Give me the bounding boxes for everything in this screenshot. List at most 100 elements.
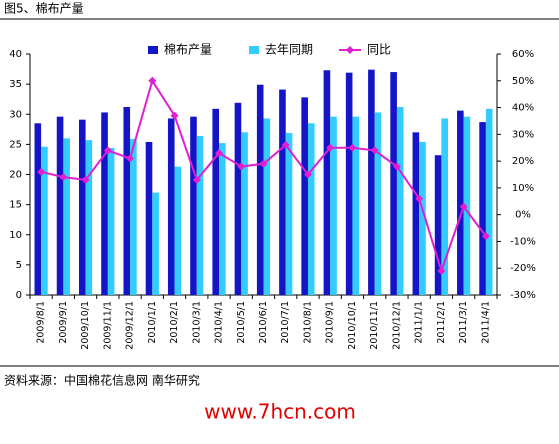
bar — [441, 118, 449, 295]
line-marker — [348, 143, 357, 152]
bar — [330, 116, 337, 295]
y2-tick-label: 0% — [515, 210, 531, 221]
x-tick-label: 2010/12/1 — [391, 301, 402, 350]
y-tick-label: 25 — [9, 139, 22, 150]
bar — [152, 192, 159, 295]
bar — [301, 97, 308, 295]
line-marker — [370, 146, 379, 155]
legend-label: 去年同期 — [265, 43, 313, 57]
bar — [190, 116, 197, 295]
line-marker — [192, 175, 201, 184]
x-tick-label: 2009/11/1 — [102, 301, 113, 350]
bar — [212, 108, 220, 295]
line-marker — [81, 175, 90, 184]
x-tick-label: 2011/4/1 — [480, 301, 491, 344]
x-tick-label: 2010/11/1 — [369, 301, 380, 350]
x-tick-label: 2010/8/1 — [302, 301, 313, 344]
y-tick-label: 30 — [9, 109, 22, 120]
bar — [256, 84, 264, 295]
bar — [457, 110, 464, 295]
line-marker — [481, 232, 490, 241]
bar — [41, 146, 48, 295]
y-tick-label: 20 — [9, 170, 22, 181]
bar — [263, 118, 271, 295]
line-marker — [126, 154, 135, 163]
bar — [368, 69, 375, 295]
legend-label: 同比 — [367, 43, 391, 57]
bar — [241, 132, 248, 295]
bar — [412, 132, 420, 295]
line-marker — [459, 202, 468, 211]
y2-tick-label: 30% — [512, 129, 534, 140]
website: www.7hcn.com — [204, 400, 356, 424]
legend-swatch — [148, 46, 158, 54]
bar — [323, 70, 331, 295]
y-tick-label: 40 — [9, 49, 22, 60]
bar — [34, 123, 42, 295]
x-tick-label: 2010/9/1 — [325, 301, 336, 344]
line-marker — [326, 143, 335, 152]
line-marker — [103, 146, 112, 155]
line-marker — [281, 141, 290, 150]
bar — [63, 138, 70, 295]
x-tick-label: 2010/2/1 — [169, 301, 180, 344]
y2-tick-label: 20% — [512, 156, 534, 167]
line-marker — [415, 194, 424, 203]
legend-swatch — [346, 46, 354, 54]
bar — [419, 141, 426, 295]
legend-swatch — [249, 46, 259, 54]
bar — [479, 122, 486, 296]
x-tick-label: 2010/10/1 — [347, 301, 358, 350]
bar — [463, 116, 471, 295]
bar — [130, 138, 137, 295]
bar — [78, 119, 86, 295]
y-tick-label: 15 — [9, 200, 22, 211]
source-note: 资料来源：中国棉花信息网 南华研究 — [4, 373, 200, 388]
x-tick-label: 2010/3/1 — [191, 301, 202, 344]
x-tick-label: 2010/5/1 — [236, 301, 247, 344]
bar — [123, 107, 131, 296]
bar — [196, 135, 204, 295]
line-marker — [59, 173, 68, 182]
bar — [345, 72, 353, 296]
bar — [434, 155, 442, 295]
x-tick-label: 2009/8/1 — [36, 301, 47, 344]
bar — [485, 108, 493, 295]
y2-tick-label: 40% — [512, 103, 534, 114]
bar — [85, 140, 93, 295]
line-marker — [259, 159, 268, 168]
bar — [167, 118, 175, 295]
y-tick-label: 0 — [16, 290, 22, 301]
x-tick-label: 2009/12/1 — [125, 301, 136, 350]
line-marker — [170, 111, 179, 120]
bar — [352, 116, 360, 295]
bar — [285, 132, 293, 295]
y-tick-label: 35 — [9, 79, 22, 90]
bar — [219, 143, 226, 295]
line-marker — [148, 76, 157, 85]
line-marker — [437, 266, 446, 275]
x-tick-label: 2010/1/1 — [147, 301, 158, 344]
y2-tick-label: 10% — [512, 183, 534, 194]
x-tick-label: 2011/2/1 — [436, 301, 447, 344]
y-tick-label: 5 — [16, 260, 22, 271]
x-tick-label: 2009/10/1 — [80, 301, 91, 350]
line-marker — [392, 162, 401, 171]
y2-tick-label: 60% — [512, 49, 534, 60]
bar — [307, 123, 315, 295]
bar — [101, 112, 108, 295]
bar — [390, 72, 397, 295]
y-tick-label: 10 — [9, 230, 22, 241]
line-marker — [215, 149, 224, 158]
chart-title: 图5、棉布产量 — [4, 2, 84, 16]
bar — [374, 112, 382, 295]
line-marker — [37, 167, 46, 176]
y2-tick-label: -20% — [510, 263, 536, 274]
bar — [279, 89, 286, 295]
bar — [174, 166, 182, 295]
x-tick-label: 2009/9/1 — [58, 301, 69, 344]
x-tick-label: 2010/6/1 — [258, 301, 269, 344]
x-tick-label: 2011/3/1 — [458, 301, 469, 344]
bar — [234, 102, 242, 296]
